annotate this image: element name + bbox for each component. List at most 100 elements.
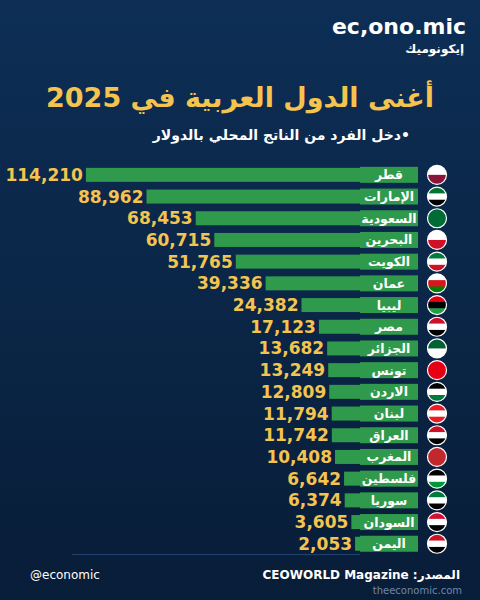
name-plate — [360, 275, 418, 291]
axis-line — [72, 554, 360, 555]
flag-ring — [428, 230, 447, 249]
name-plate — [360, 362, 418, 378]
category-label: مصر — [374, 319, 403, 334]
value-label: 11,794 — [263, 404, 329, 424]
chart: قطر 114,210 الإمارات 88,962 السعودية 68,453 ال… — [0, 0, 480, 600]
value-label: 6,642 — [287, 469, 341, 489]
flag-ring — [428, 274, 447, 293]
value-label: 68,453 — [127, 208, 193, 228]
category-label: العراق — [369, 428, 408, 443]
flag-ring — [428, 296, 447, 315]
value-label: 6,374 — [288, 490, 342, 510]
bar — [236, 255, 360, 269]
flag — [427, 361, 447, 381]
flag-ring — [428, 382, 447, 401]
category-label: قطر — [374, 167, 403, 182]
flag — [427, 296, 447, 316]
category-label: البحرين — [366, 232, 413, 247]
name-plate — [360, 536, 418, 552]
bar — [86, 168, 360, 182]
flag-ring — [428, 317, 447, 336]
flag-ring — [428, 513, 447, 532]
source: المصدر: CEOWORLD Magazine — [263, 568, 461, 582]
flag — [427, 426, 447, 446]
category-label: المغرب — [367, 449, 412, 464]
value-label: 3,605 — [295, 512, 349, 532]
bar — [329, 385, 360, 399]
subtitle: •دخل الفرد من الناتج المحلي بالدولار — [153, 127, 410, 143]
name-plate — [360, 210, 418, 226]
flag-ring — [428, 534, 447, 553]
labels: قطر 114,210 الإمارات 88,962 السعودية 68,453 ال… — [5, 165, 447, 554]
bar — [146, 190, 360, 204]
name-plate — [360, 471, 418, 487]
flag — [427, 187, 447, 206]
value-label: 88,962 — [78, 187, 144, 207]
category-label: الجزائر — [367, 341, 411, 356]
bar — [319, 320, 360, 334]
logo-arabic: إيكونوميك — [405, 42, 464, 56]
bar — [328, 363, 360, 377]
flag-ring — [428, 165, 447, 184]
name-plate — [360, 319, 418, 335]
bar — [214, 233, 360, 247]
bar — [266, 276, 360, 290]
category-label: عمان — [373, 276, 405, 291]
name-plate — [360, 514, 418, 530]
flag — [427, 339, 447, 359]
value-label: 11,742 — [263, 425, 329, 445]
flag — [427, 165, 447, 185]
name-plate — [360, 449, 418, 465]
flag — [427, 469, 447, 489]
title: أغنى الدول العربية في 2025 — [0, 82, 480, 113]
flag-ring — [428, 491, 447, 510]
name-plate — [360, 297, 418, 313]
bar — [351, 515, 360, 529]
category-label: ليبيا — [377, 298, 402, 313]
value-label: 13,682 — [259, 338, 325, 358]
name-plate — [360, 167, 418, 183]
website: theeconomic.com — [373, 585, 462, 596]
bar — [301, 298, 360, 312]
name-plate — [360, 254, 418, 270]
flag-ring — [428, 252, 447, 271]
name-plate — [360, 427, 418, 443]
category-label: الإمارات — [364, 189, 414, 204]
name-plate — [360, 406, 418, 422]
category-label: اليمن — [372, 536, 406, 551]
flag-ring — [428, 209, 447, 228]
flag — [427, 534, 447, 554]
category-label: سوريا — [371, 493, 408, 508]
name-plate — [360, 492, 418, 508]
flag-ring — [428, 426, 447, 445]
bar — [344, 472, 360, 486]
category-label: السعودية — [361, 211, 416, 226]
value-label: 12,809 — [261, 382, 327, 402]
category-label: تونس — [372, 363, 407, 378]
flag — [427, 513, 447, 533]
bar — [327, 341, 360, 355]
name-plate — [360, 189, 418, 205]
bar — [345, 493, 360, 507]
category-label: الاردن — [370, 384, 408, 399]
value-label: 10,408 — [266, 447, 332, 467]
bar — [332, 428, 360, 442]
value-label: 13,249 — [260, 360, 326, 380]
flag — [427, 317, 447, 337]
flag — [427, 382, 447, 402]
value-label: 39,336 — [197, 273, 263, 293]
category-label: فلسطين — [362, 471, 417, 486]
flag-ring — [428, 469, 447, 488]
category-label: الكويت — [368, 254, 410, 269]
value-label: 17,123 — [250, 317, 316, 337]
category-label: لبنان — [374, 406, 404, 421]
value-label: 60,715 — [146, 230, 212, 250]
value-label: 114,210 — [5, 165, 83, 185]
flag — [427, 404, 447, 424]
bar — [332, 407, 360, 421]
flag-ring — [428, 339, 447, 358]
flag — [427, 209, 447, 229]
flag — [427, 230, 447, 250]
handle: @economic — [30, 568, 100, 582]
category-label: السودان — [364, 515, 415, 530]
